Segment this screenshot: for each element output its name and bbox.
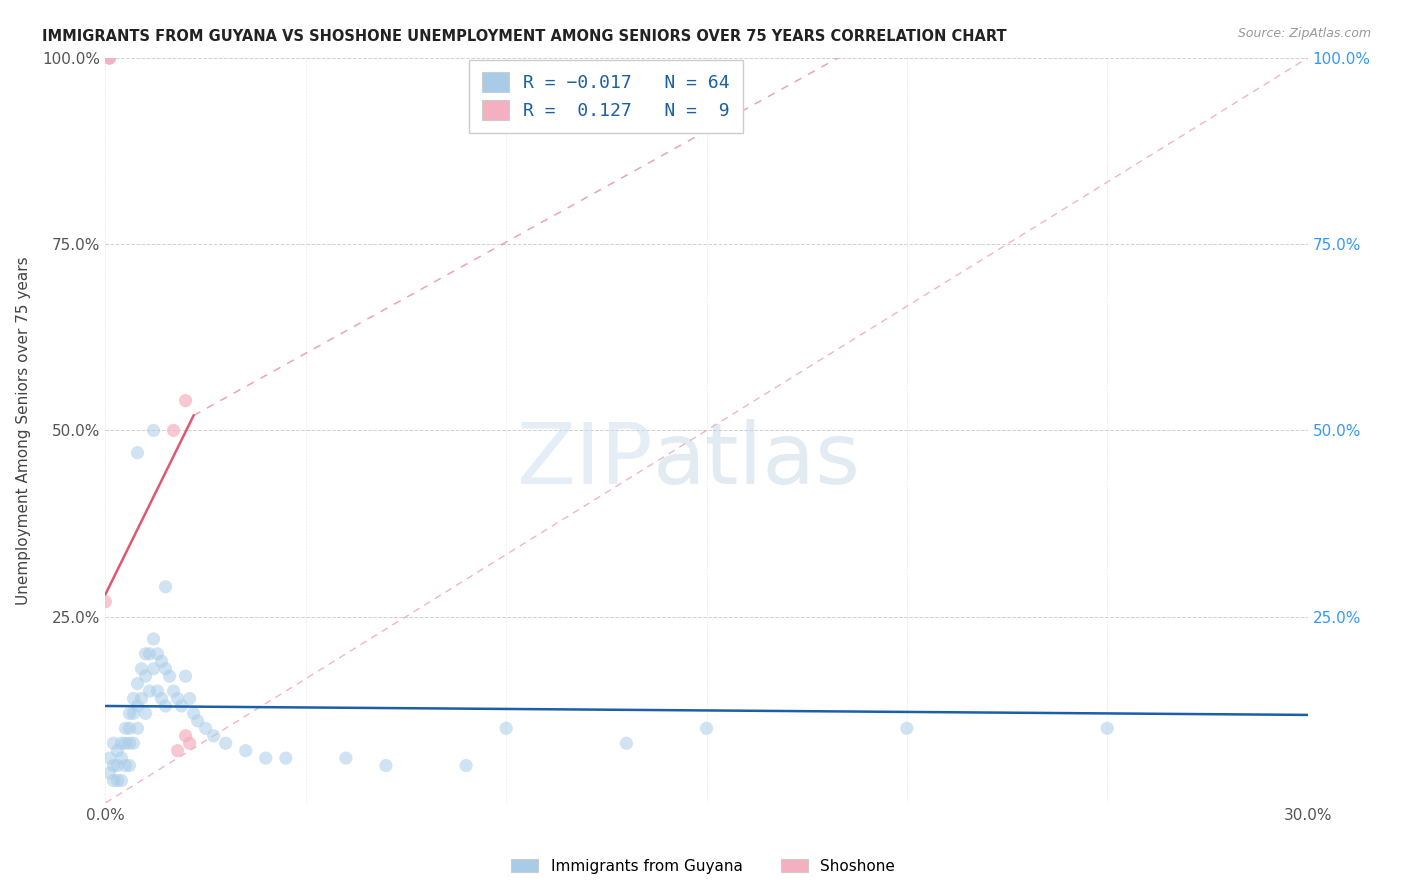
Point bbox=[142, 662, 165, 676]
Point bbox=[122, 706, 145, 721]
Text: atlas: atlas bbox=[652, 418, 860, 501]
Point bbox=[131, 691, 153, 706]
Point bbox=[138, 647, 160, 661]
Point bbox=[183, 706, 205, 721]
Point bbox=[896, 721, 918, 735]
Point bbox=[135, 669, 157, 683]
Point bbox=[159, 669, 181, 683]
Point bbox=[166, 744, 188, 758]
Point bbox=[214, 736, 236, 750]
Point bbox=[98, 51, 121, 65]
Legend: Immigrants from Guyana, Shoshone: Immigrants from Guyana, Shoshone bbox=[505, 853, 901, 880]
Point bbox=[146, 647, 169, 661]
Point bbox=[118, 706, 141, 721]
Point bbox=[150, 654, 173, 668]
Point bbox=[135, 706, 157, 721]
Point bbox=[174, 729, 197, 743]
Point bbox=[170, 698, 193, 713]
Point bbox=[107, 744, 129, 758]
Point bbox=[131, 662, 153, 676]
Point bbox=[179, 691, 201, 706]
Point bbox=[202, 729, 225, 743]
Point bbox=[374, 758, 398, 772]
Text: ZIP: ZIP bbox=[516, 418, 652, 501]
Point bbox=[495, 721, 517, 735]
Legend: R = −0.017   N = 64, R =  0.127   N =  9: R = −0.017 N = 64, R = 0.127 N = 9 bbox=[470, 60, 742, 133]
Point bbox=[135, 647, 157, 661]
Point bbox=[103, 773, 125, 788]
Point bbox=[103, 758, 125, 772]
Point bbox=[107, 773, 129, 788]
Point bbox=[155, 698, 177, 713]
Point bbox=[127, 698, 149, 713]
Point bbox=[155, 580, 177, 594]
Point bbox=[110, 751, 132, 765]
Point bbox=[194, 721, 217, 735]
Point bbox=[274, 751, 297, 765]
Point bbox=[162, 424, 184, 438]
Point bbox=[150, 691, 173, 706]
Text: IMMIGRANTS FROM GUYANA VS SHOSHONE UNEMPLOYMENT AMONG SENIORS OVER 75 YEARS CORR: IMMIGRANTS FROM GUYANA VS SHOSHONE UNEMP… bbox=[42, 29, 1007, 44]
Point bbox=[696, 721, 718, 735]
Point bbox=[114, 758, 136, 772]
Point bbox=[127, 446, 149, 460]
Point bbox=[162, 684, 184, 698]
Point bbox=[94, 595, 117, 609]
Point bbox=[114, 736, 136, 750]
Point bbox=[103, 736, 125, 750]
Point bbox=[127, 676, 149, 690]
Point bbox=[118, 721, 141, 735]
Point bbox=[454, 758, 477, 772]
Point bbox=[155, 662, 177, 676]
Point bbox=[114, 721, 136, 735]
Point bbox=[110, 736, 132, 750]
Point bbox=[110, 773, 132, 788]
Point bbox=[98, 751, 121, 765]
Point bbox=[98, 51, 121, 65]
Point bbox=[127, 721, 149, 735]
Point bbox=[187, 714, 209, 728]
Point bbox=[335, 751, 357, 765]
Y-axis label: Unemployment Among Seniors over 75 years: Unemployment Among Seniors over 75 years bbox=[17, 256, 31, 605]
Point bbox=[98, 766, 121, 780]
Point bbox=[142, 632, 165, 646]
Point bbox=[616, 736, 638, 750]
Text: Source: ZipAtlas.com: Source: ZipAtlas.com bbox=[1237, 27, 1371, 40]
Point bbox=[142, 424, 165, 438]
Point bbox=[138, 684, 160, 698]
Point bbox=[174, 393, 197, 408]
Point bbox=[235, 744, 257, 758]
Point bbox=[118, 736, 141, 750]
Point bbox=[107, 758, 129, 772]
Point bbox=[1097, 721, 1119, 735]
Point bbox=[146, 684, 169, 698]
Point bbox=[98, 51, 121, 65]
Point bbox=[174, 669, 197, 683]
Point bbox=[254, 751, 277, 765]
Point bbox=[166, 691, 188, 706]
Point bbox=[179, 736, 201, 750]
Point bbox=[118, 758, 141, 772]
Point bbox=[122, 691, 145, 706]
Point bbox=[122, 736, 145, 750]
